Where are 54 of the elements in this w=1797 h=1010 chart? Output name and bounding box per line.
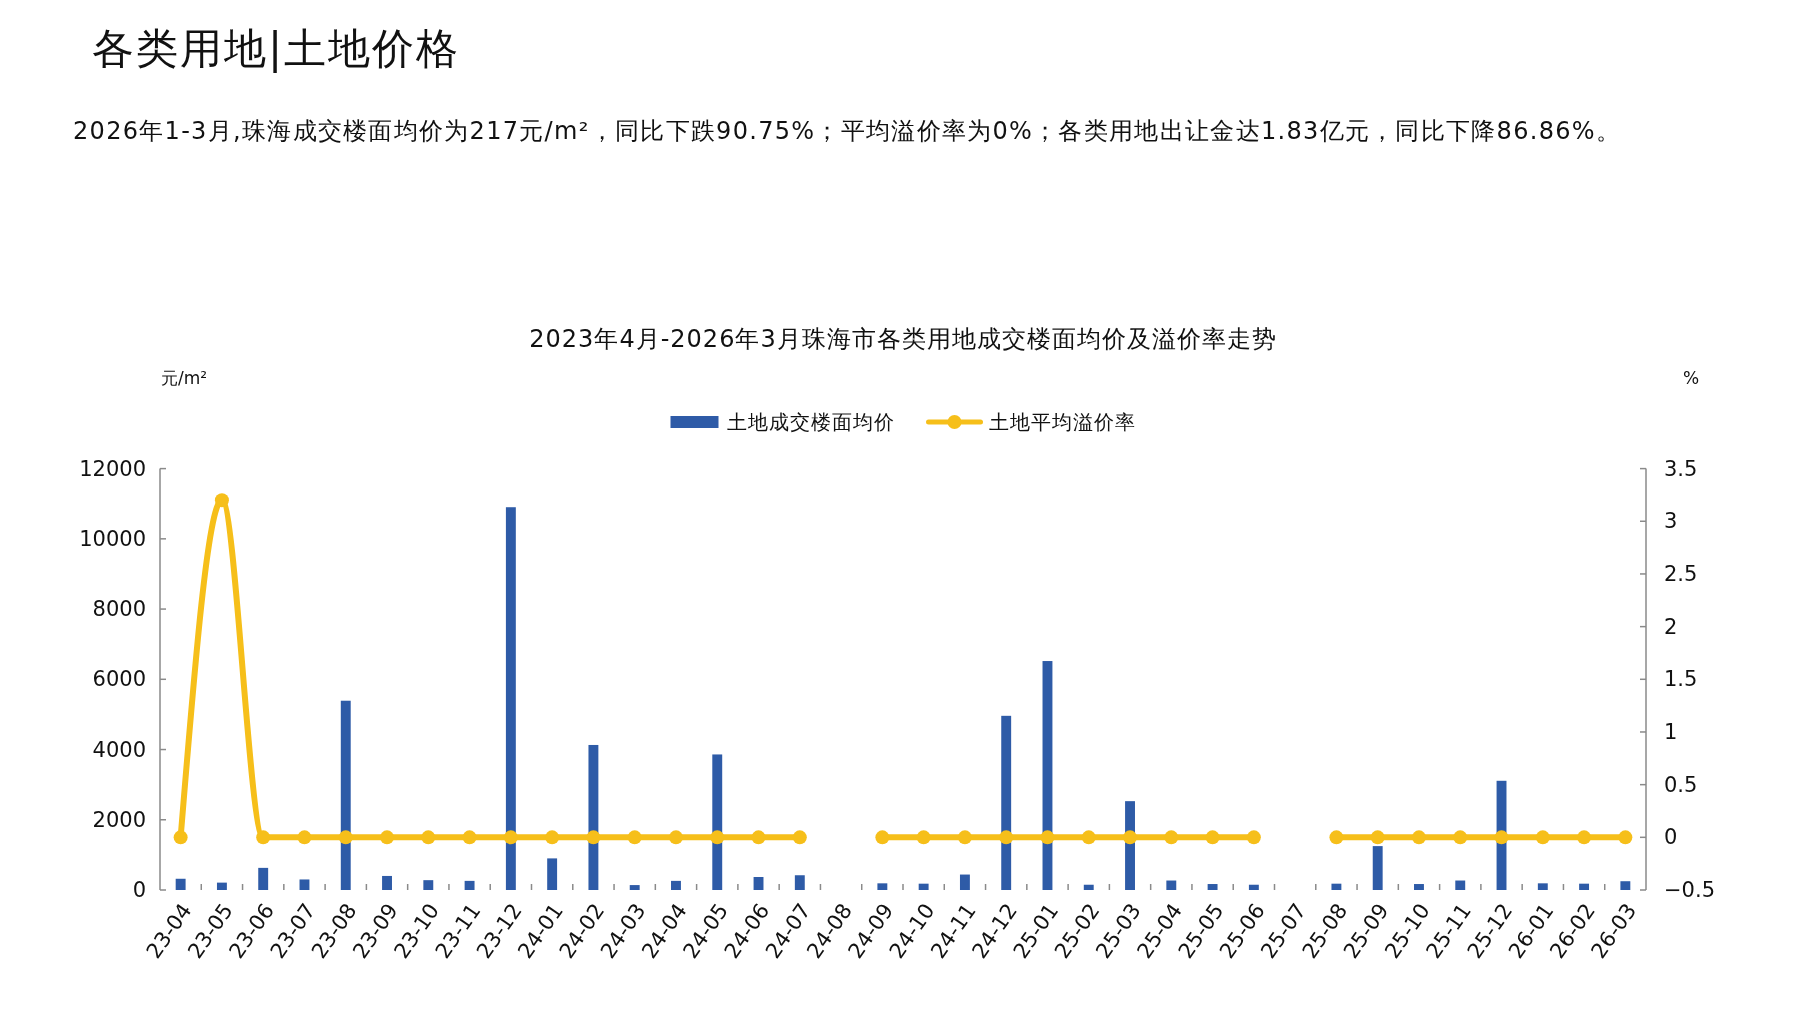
y2-tick-label: 3 — [1664, 509, 1678, 534]
y-tick-label: 10000 — [79, 526, 146, 551]
bar — [794, 875, 805, 890]
bar — [1414, 884, 1424, 890]
y2-tick-label: 2.5 — [1664, 561, 1698, 586]
bar — [1331, 883, 1342, 890]
bar — [959, 874, 970, 890]
bar — [1620, 881, 1631, 890]
y-tick-label: 8000 — [92, 597, 146, 622]
bar — [258, 867, 269, 890]
bar — [629, 885, 640, 890]
y-tick-label: 0 — [132, 878, 146, 902]
bar — [216, 882, 227, 890]
bar — [464, 880, 475, 890]
bar — [1083, 884, 1094, 890]
y2-tick-label: 0.5 — [1664, 772, 1698, 797]
y2-axis-title: % — [1683, 368, 1700, 388]
legend-label: 土地成交楼面均价 — [726, 410, 895, 434]
bar — [918, 883, 929, 890]
y-axis-title: 元/m² — [161, 368, 208, 388]
bar — [588, 744, 599, 890]
legend-label: 土地平均溢价率 — [988, 410, 1136, 434]
bar — [423, 880, 434, 890]
chart-title: 2023年4月-2026年3月珠海市各类用地成交楼面均价及溢价率走势 — [529, 325, 1277, 353]
y2-tick-label: 2 — [1664, 614, 1678, 639]
bar — [1579, 883, 1590, 890]
y2-tick-label: 3.5 — [1664, 456, 1698, 481]
bar — [340, 700, 351, 890]
bar — [1455, 880, 1466, 890]
bar — [1537, 883, 1548, 890]
bar — [299, 879, 310, 890]
y2-tick-label: 1.5 — [1664, 667, 1698, 692]
bar — [712, 754, 723, 890]
bar — [1166, 880, 1177, 890]
bar — [382, 875, 392, 890]
text: 2026年1-3月,珠海成交楼面均价为217元/m²，同比下跌90.75%；平均溢价率为0%；各类用地出让金达1.83亿元，同比下降86.86%。 — [73, 117, 1622, 145]
y-tick-label: 4000 — [92, 737, 146, 762]
bar — [505, 507, 516, 890]
y2-tick-label: 0 — [1664, 825, 1678, 850]
y-tick-label: 6000 — [92, 667, 146, 692]
y-tick-label: 12000 — [79, 456, 146, 481]
bar — [1372, 846, 1383, 890]
bar — [671, 880, 681, 890]
bar — [877, 883, 888, 890]
bar — [1248, 884, 1259, 890]
bar — [175, 878, 186, 890]
bar — [753, 877, 764, 890]
bar — [1207, 884, 1218, 890]
y2-tick-label: −0.5 — [1664, 878, 1715, 902]
text: 各类用地|土地价格 — [92, 23, 461, 73]
y2-tick-label: 1 — [1664, 719, 1678, 744]
y-tick-label: 2000 — [92, 807, 146, 832]
bar — [547, 858, 558, 890]
bar — [1001, 715, 1012, 890]
